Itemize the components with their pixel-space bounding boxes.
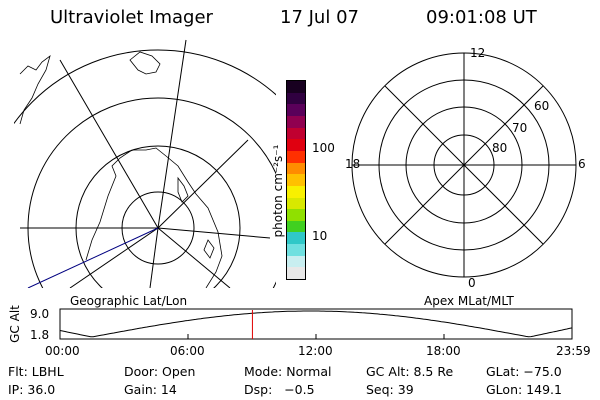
apex-panel-label: Apex MLat/MLT [424, 294, 514, 308]
mlt-label-0: 0 [468, 276, 476, 290]
mlt-label-12: 12 [470, 46, 486, 60]
altitude-ytick-min: 1.8 [30, 328, 50, 342]
colorbar-swatch [287, 232, 305, 245]
time-label: 09:01:08 UT [426, 7, 537, 28]
colorbar [286, 80, 306, 280]
info-mode: Mode: Normal [244, 364, 332, 379]
orbit-track [27, 227, 159, 288]
mlat-label-80: 80 [492, 141, 508, 155]
colorbar-swatch [287, 127, 305, 140]
info-gc-alt: GC Alt: 8.5 Re [366, 364, 454, 379]
lat-circle [14, 49, 276, 125]
mlt-label-6: 6 [578, 157, 586, 171]
colorbar-swatch [287, 267, 305, 279]
info-dsp: Dsp: −0.5 [244, 382, 315, 397]
time-tick-1200: 12:00 [298, 344, 333, 358]
meridian-line [69, 227, 159, 288]
info-glon: GLon: 149.1 [486, 382, 562, 397]
colorbar-swatch [287, 244, 305, 256]
colorbar-swatch [287, 104, 305, 117]
polar-diagonal [384, 85, 544, 245]
colorbar-tick-10: 10 [312, 229, 328, 243]
colorbar-tick-100: 100 [312, 141, 335, 155]
colorbar-swatch [287, 174, 305, 186]
altitude-ytick-max: 9.0 [30, 307, 50, 321]
colorbar-swatch [287, 92, 305, 105]
geo-panel-label: Geographic Lat/Lon [70, 294, 188, 308]
altitude-ylabel: GC Alt [8, 305, 22, 343]
date-label: 17 Jul 07 [280, 7, 359, 28]
info-glat: GLat: −75.0 [486, 364, 562, 379]
time-tick-2359: 23:59 [556, 344, 591, 358]
meridian-line [157, 227, 271, 239]
info-seq: Seq: 39 [366, 382, 414, 397]
instrument-title: Ultraviolet Imager [50, 7, 213, 28]
mlt-label-18: 18 [345, 157, 361, 171]
colorbar-swatch [287, 162, 305, 175]
coastline [129, 51, 161, 75]
info-door: Door: Open [124, 364, 196, 379]
time-tick-0600: 06:00 [170, 344, 205, 358]
colorbar-swatch [287, 197, 305, 210]
coastline [203, 239, 215, 259]
coastline [19, 54, 51, 125]
info-gain: Gain: 14 [124, 382, 177, 397]
time-tick-1800: 18:00 [426, 344, 461, 358]
meridian-line [157, 227, 231, 288]
meridian-line [157, 139, 249, 229]
meridian-line [59, 59, 159, 229]
colorbar-swatch [287, 185, 305, 198]
colorbar-swatch [287, 116, 305, 128]
colorbar-swatch [287, 139, 305, 151]
coastline [85, 147, 223, 288]
colorbar-swatch [287, 81, 305, 93]
colorbar-swatch [287, 209, 305, 221]
altitude-curve [59, 310, 573, 338]
info-ip: IP: 36.0 [8, 382, 56, 397]
info-flt: Flt: LBHL [8, 364, 64, 379]
mlat-label-60: 60 [534, 99, 550, 113]
colorbar-swatch [287, 220, 305, 233]
colorbar-swatch [287, 150, 305, 163]
mlat-label-70: 70 [512, 121, 528, 135]
coastline [177, 176, 189, 203]
colorbar-swatch [287, 255, 305, 268]
time-tick-0000: 00:00 [45, 344, 80, 358]
meridian-line [149, 227, 159, 288]
meridian-line [157, 39, 187, 229]
